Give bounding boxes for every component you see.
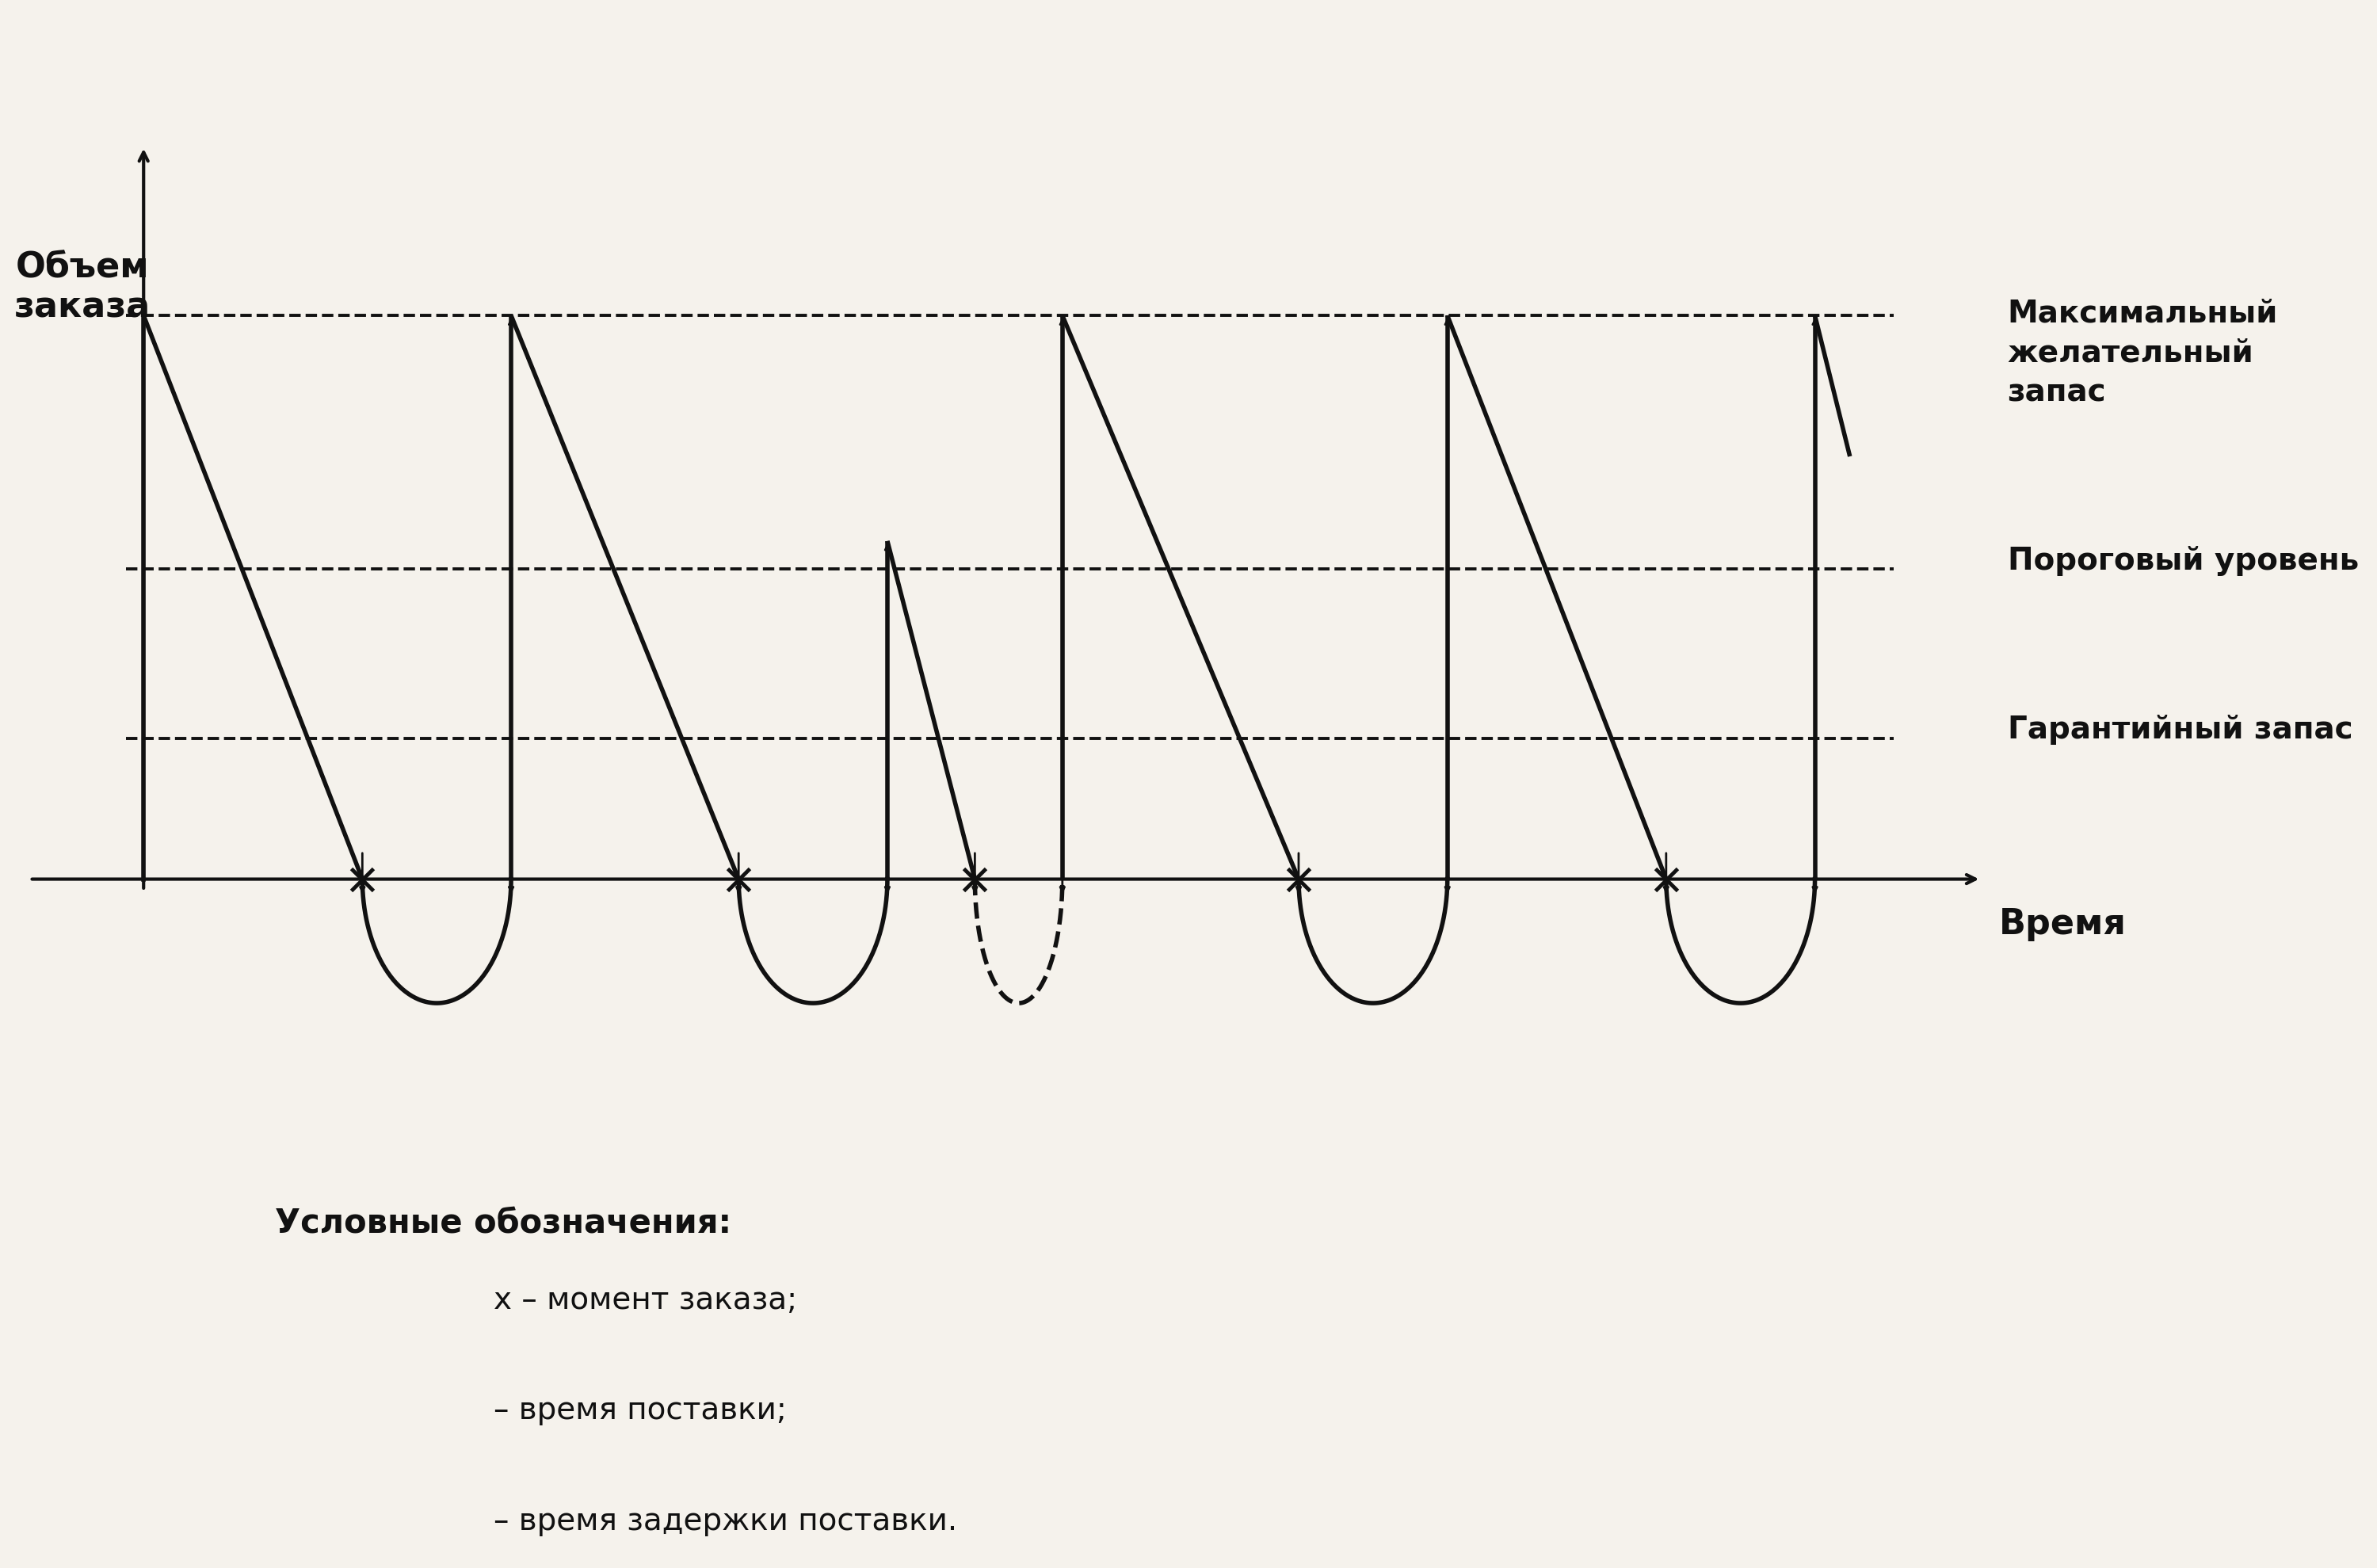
Text: – время поставки;: – время поставки; [494, 1396, 787, 1425]
Text: Условные обозначения:: Условные обозначения: [276, 1206, 732, 1239]
Text: Максимальный
желательный
запас: Максимальный желательный запас [2009, 298, 2277, 408]
Text: х – момент заказа;: х – момент заказа; [494, 1284, 796, 1316]
Text: – время задержки поставки.: – время задержки поставки. [494, 1505, 958, 1537]
Text: Пороговый уровень: Пороговый уровень [2009, 546, 2358, 575]
Text: Гарантийный запас: Гарантийный запас [2009, 715, 2353, 745]
Text: Время: Время [1999, 908, 2125, 941]
Text: Объем
заказа: Объем заказа [14, 251, 150, 325]
